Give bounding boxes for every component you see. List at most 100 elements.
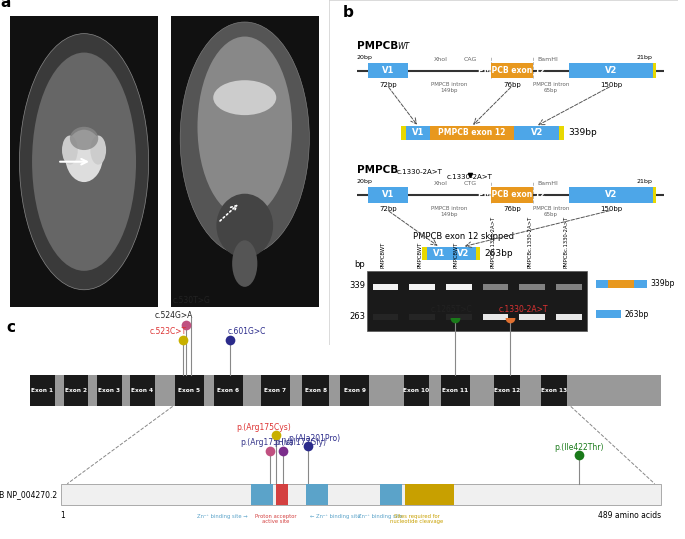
Text: Exon 2: Exon 2 <box>65 389 87 393</box>
FancyBboxPatch shape <box>608 280 634 288</box>
FancyBboxPatch shape <box>494 376 520 406</box>
FancyBboxPatch shape <box>569 63 653 79</box>
Text: 489 amino acids: 489 amino acids <box>598 512 661 520</box>
FancyBboxPatch shape <box>440 376 470 406</box>
FancyBboxPatch shape <box>427 247 451 260</box>
FancyBboxPatch shape <box>214 376 243 406</box>
Text: V2: V2 <box>530 128 543 137</box>
Text: PMPCBWT: PMPCBWT <box>381 241 386 268</box>
FancyBboxPatch shape <box>519 314 545 320</box>
Text: PMPCBWT: PMPCBWT <box>454 241 459 268</box>
Text: 263bp: 263bp <box>624 309 648 319</box>
Text: Zn²⁺ binding site →: Zn²⁺ binding site → <box>197 514 248 519</box>
FancyBboxPatch shape <box>401 126 406 140</box>
FancyBboxPatch shape <box>171 16 319 307</box>
FancyBboxPatch shape <box>380 484 402 505</box>
Text: c: c <box>7 320 16 335</box>
Text: PMPCB intron
149bp: PMPCB intron 149bp <box>431 82 467 93</box>
FancyBboxPatch shape <box>423 247 427 260</box>
Ellipse shape <box>32 52 136 271</box>
FancyBboxPatch shape <box>483 284 508 290</box>
Text: BamHI: BamHI <box>537 181 558 186</box>
Text: p.(Arg175Cys): p.(Arg175Cys) <box>236 423 291 432</box>
FancyBboxPatch shape <box>405 484 453 505</box>
Text: BamHI: BamHI <box>537 57 558 61</box>
FancyBboxPatch shape <box>519 284 545 290</box>
Text: c.1265T>C: c.1265T>C <box>431 305 473 314</box>
Text: PMPCBc.1330-2A>T: PMPCBc.1330-2A>T <box>564 216 569 268</box>
FancyBboxPatch shape <box>560 126 564 140</box>
FancyBboxPatch shape <box>475 247 480 260</box>
Ellipse shape <box>197 37 292 217</box>
Text: 72bp: 72bp <box>379 82 397 88</box>
Text: PMPCB exon 12: PMPCB exon 12 <box>438 128 506 137</box>
Text: Exon 7: Exon 7 <box>264 389 286 393</box>
FancyBboxPatch shape <box>653 63 656 79</box>
Text: Exon 12: Exon 12 <box>494 389 520 393</box>
Text: p.(Ala201Pro): p.(Ala201Pro) <box>288 434 340 443</box>
FancyBboxPatch shape <box>451 247 475 260</box>
FancyBboxPatch shape <box>60 484 661 505</box>
Ellipse shape <box>180 22 310 255</box>
Text: Exon 9: Exon 9 <box>344 389 366 393</box>
FancyBboxPatch shape <box>340 376 369 406</box>
FancyBboxPatch shape <box>514 126 560 140</box>
Ellipse shape <box>90 135 106 164</box>
FancyBboxPatch shape <box>569 187 653 203</box>
FancyBboxPatch shape <box>541 376 566 406</box>
Text: c.523C>T: c.523C>T <box>149 327 186 336</box>
Text: c.1330-2A>T: c.1330-2A>T <box>447 174 493 179</box>
Text: p.(Ile422Thr): p.(Ile422Thr) <box>554 443 603 452</box>
Ellipse shape <box>216 194 273 258</box>
FancyBboxPatch shape <box>556 284 582 290</box>
FancyBboxPatch shape <box>373 314 399 320</box>
Text: Exon 5: Exon 5 <box>178 389 201 393</box>
Text: bp: bp <box>355 260 366 269</box>
Text: PMPCBWT: PMPCBWT <box>417 241 422 268</box>
FancyBboxPatch shape <box>367 271 587 331</box>
Text: V1: V1 <box>433 249 445 258</box>
FancyBboxPatch shape <box>430 126 514 140</box>
Text: 76bp: 76bp <box>503 206 521 212</box>
Text: Exon 13: Exon 13 <box>541 389 567 393</box>
FancyBboxPatch shape <box>275 484 288 505</box>
Ellipse shape <box>232 240 258 287</box>
Text: XhoI: XhoI <box>434 181 448 186</box>
Ellipse shape <box>70 127 98 150</box>
FancyBboxPatch shape <box>403 376 429 406</box>
Text: Exon 10: Exon 10 <box>403 389 429 393</box>
Text: p.(Val177Gly): p.(Val177Gly) <box>274 438 326 447</box>
Text: ← Zn²⁺ binding site: ← Zn²⁺ binding site <box>310 514 360 519</box>
FancyBboxPatch shape <box>410 314 435 320</box>
Text: Zn²⁺ binding site: Zn²⁺ binding site <box>358 514 402 519</box>
Text: 20bp: 20bp <box>357 55 373 60</box>
Text: V1: V1 <box>382 66 394 75</box>
FancyBboxPatch shape <box>483 314 508 320</box>
FancyBboxPatch shape <box>410 284 435 290</box>
Text: Exon 6: Exon 6 <box>217 389 240 393</box>
FancyBboxPatch shape <box>302 376 329 406</box>
Text: XhoI: XhoI <box>434 57 448 61</box>
Text: V1: V1 <box>412 128 424 137</box>
Ellipse shape <box>62 135 77 164</box>
FancyBboxPatch shape <box>490 63 533 79</box>
FancyBboxPatch shape <box>446 314 472 320</box>
FancyBboxPatch shape <box>406 126 430 140</box>
Text: 339: 339 <box>349 281 366 291</box>
FancyBboxPatch shape <box>30 376 661 406</box>
Text: CTG: CTG <box>464 181 477 186</box>
Text: 339bp: 339bp <box>568 128 597 137</box>
Text: Exon 11: Exon 11 <box>442 389 469 393</box>
Text: PMPCBc.1330-2A>T: PMPCBc.1330-2A>T <box>490 216 496 268</box>
FancyBboxPatch shape <box>175 376 204 406</box>
Text: V1: V1 <box>382 190 394 199</box>
FancyBboxPatch shape <box>653 187 656 203</box>
FancyBboxPatch shape <box>608 310 621 318</box>
Text: b: b <box>342 5 353 20</box>
Ellipse shape <box>213 80 276 115</box>
FancyBboxPatch shape <box>306 484 328 505</box>
Ellipse shape <box>65 130 103 182</box>
FancyBboxPatch shape <box>30 376 55 406</box>
Text: 150bp: 150bp <box>600 82 622 88</box>
FancyBboxPatch shape <box>373 284 399 290</box>
